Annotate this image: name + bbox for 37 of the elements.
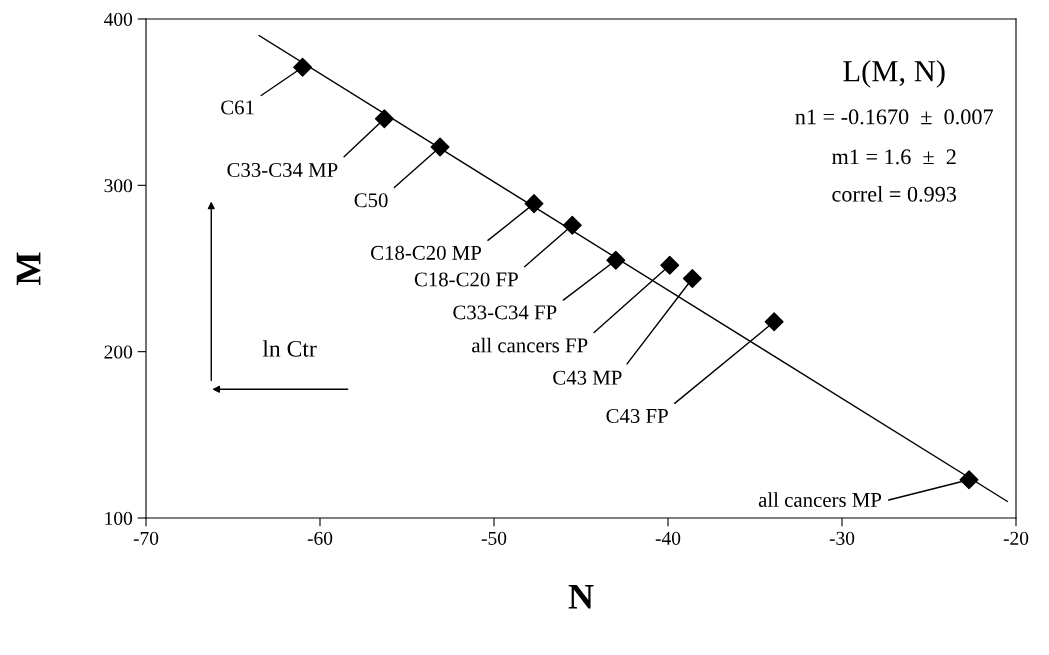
point <box>562 215 582 235</box>
y-tick-label: 100 <box>105 511 133 525</box>
point <box>606 250 626 270</box>
annotation: C50 <box>354 193 388 208</box>
x-tick-label: -20 <box>1003 531 1029 545</box>
x-tick-label: -30 <box>829 531 855 545</box>
x-tick-label: -70 <box>133 531 159 545</box>
y-tick-label: 200 <box>104 345 133 359</box>
point <box>660 255 680 275</box>
point <box>430 137 450 157</box>
annotation: C18-C20 FP <box>414 272 518 287</box>
point <box>682 269 702 288</box>
annotation: C43 MP <box>553 370 622 385</box>
y-axis-title: M <box>16 252 41 285</box>
point <box>764 312 784 332</box>
point <box>524 194 544 214</box>
annotation: n1 = -0.1670 ± 0.007 <box>795 109 993 125</box>
y-tick-label: 400 <box>104 12 133 26</box>
annotation: C43 FP <box>606 408 668 423</box>
point <box>293 57 313 77</box>
y-tick-label: 300 <box>104 179 133 193</box>
x-tick-label: -50 <box>481 531 507 545</box>
annotation: C33-C34 MP <box>227 163 338 178</box>
annotation: C18-C20 MP <box>371 245 482 260</box>
annotation: all cancers MP <box>758 492 882 507</box>
annotation: all cancers FP <box>472 337 588 353</box>
annotation: ln Ctr <box>262 340 317 357</box>
annotation: C33-C34 FP <box>453 305 557 320</box>
x-tick-label: -40 <box>655 531 681 545</box>
x-axis-title: N <box>568 584 594 609</box>
annotation: C61 <box>221 100 254 115</box>
x-tick-label: -60 <box>307 531 333 545</box>
annotation: correl = 0.993 <box>832 186 957 202</box>
annotation: L(M, N) <box>843 60 945 88</box>
annotation: m1 = 1.6 ± 2 <box>831 149 956 165</box>
point <box>959 470 979 490</box>
point <box>374 109 394 129</box>
